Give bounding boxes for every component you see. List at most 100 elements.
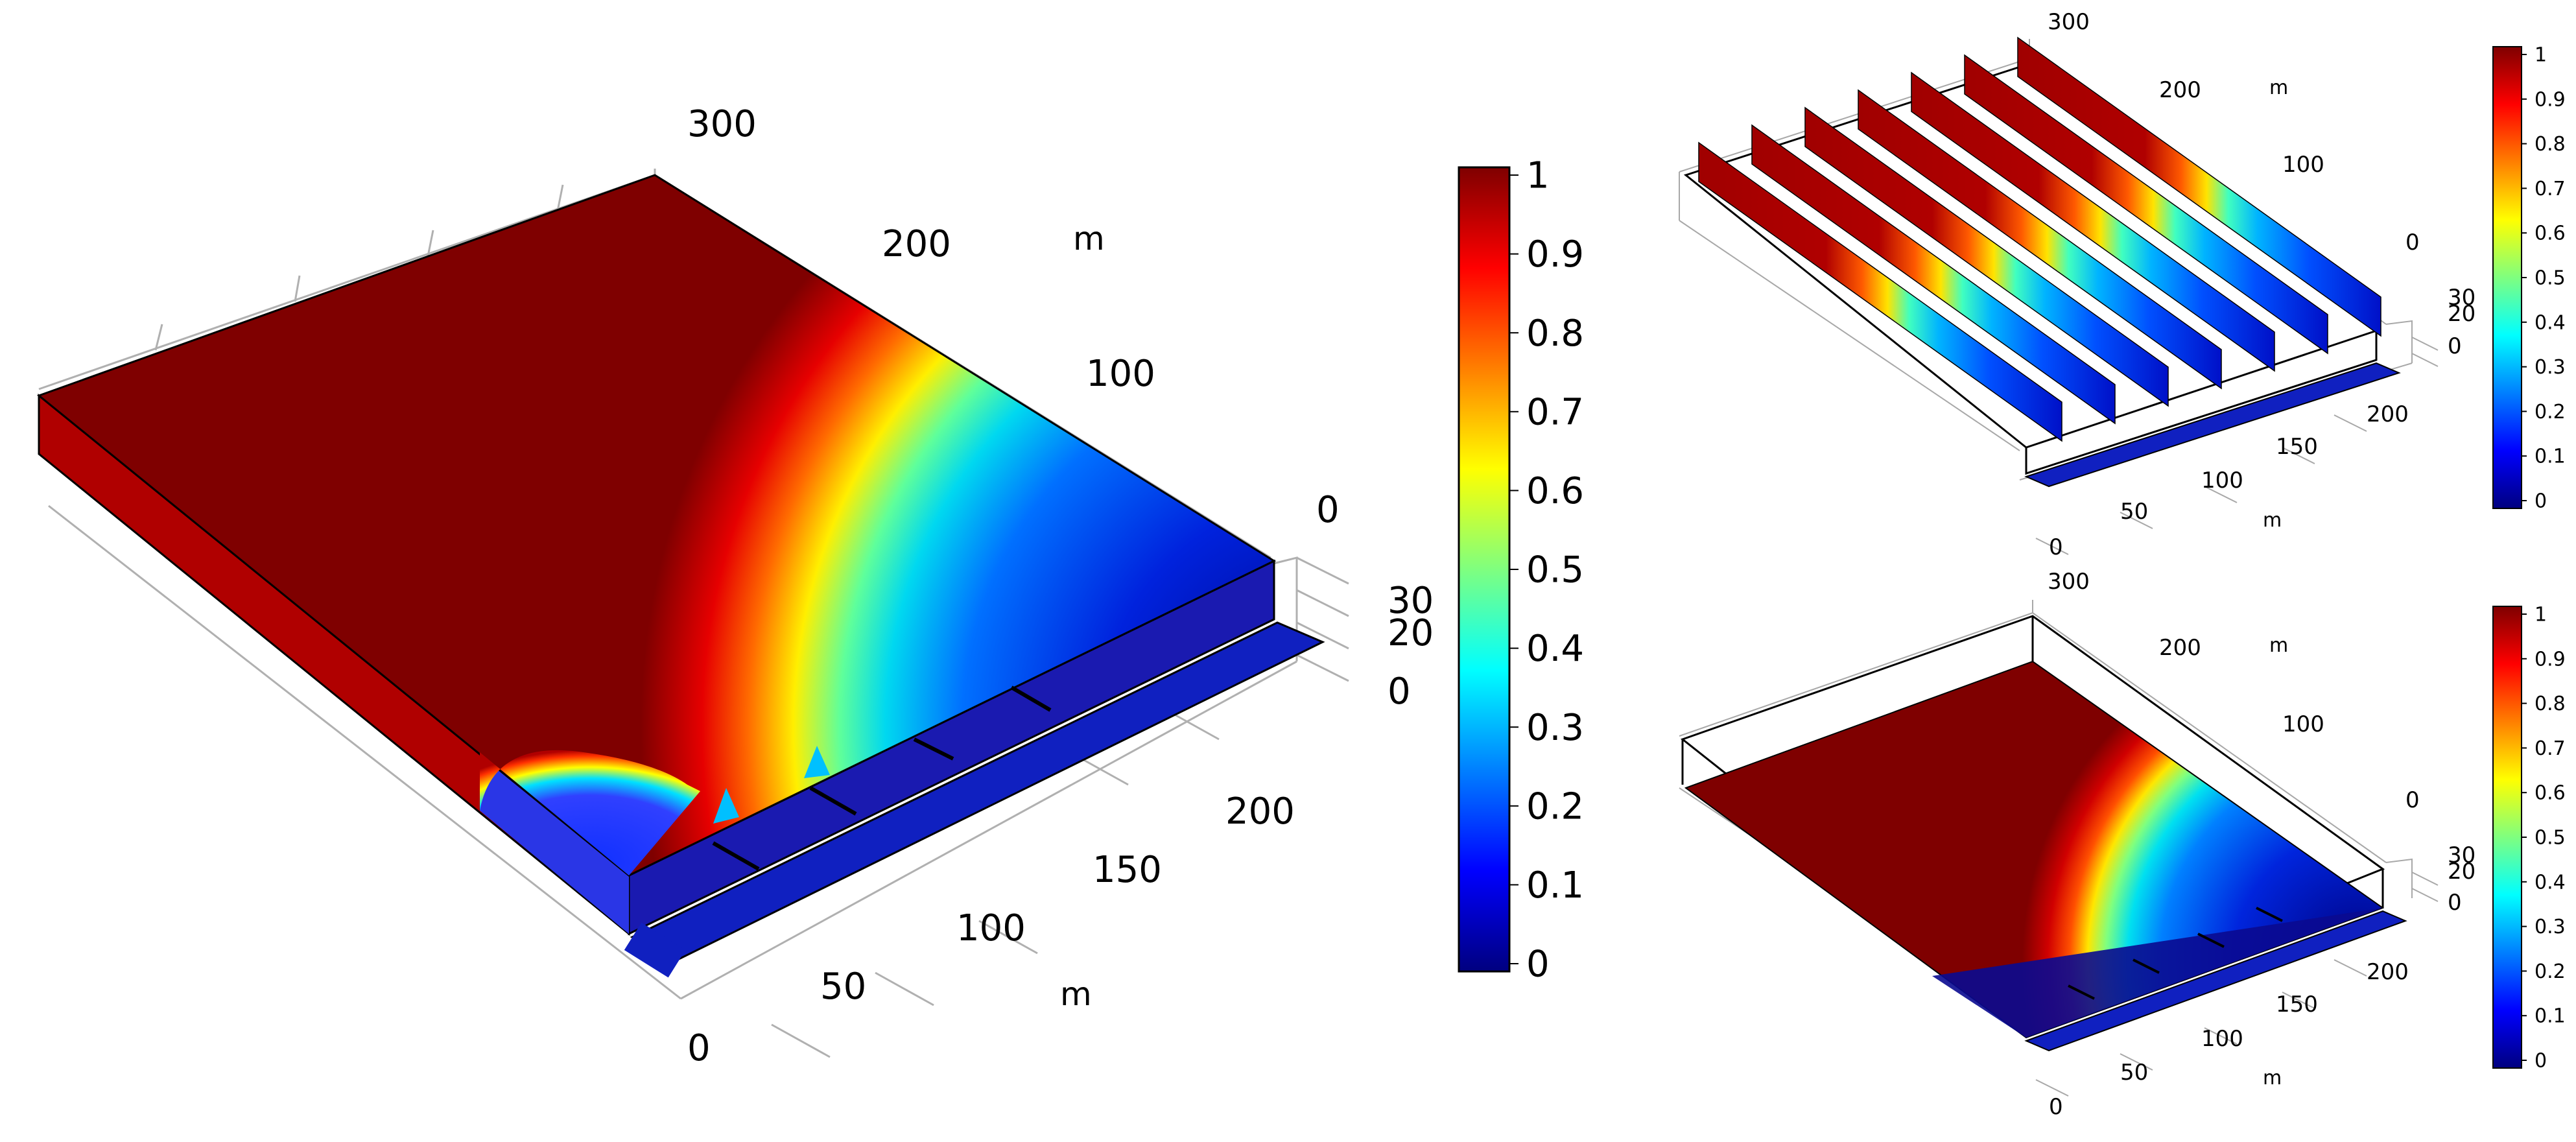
slice-top-tick: 200 [2159, 77, 2201, 103]
slice-colorbar-bar [2492, 46, 2522, 509]
main-top-unit: m [1073, 220, 1105, 257]
surface-bottom-tick: 0 [2049, 1094, 2063, 1120]
colorbar-tick-label: 0.1 [1526, 864, 1584, 907]
main-box-left-blue [480, 752, 629, 934]
slice-plane [2017, 36, 2381, 337]
surface-colorbar-bar [2492, 606, 2522, 1069]
colorbar-tick-label: 0.2 [2535, 401, 2566, 423]
slice-bottom-tick: 0 [2049, 534, 2063, 560]
main-colorbar-bar [1458, 166, 1511, 973]
surface-bottom-tick: 100 [2201, 1026, 2243, 1052]
slice-vertical-tick: 0 [2448, 333, 2462, 359]
slice-plane [1698, 141, 2062, 442]
colorbar-tick-label: 1 [2535, 604, 2547, 626]
surface-colorbar: 1 0.9 0.8 0.7 0.6 0.5 0.4 0.3 0.2 0.1 0 [2492, 604, 2566, 1073]
slice-drain-pipe [2024, 362, 2401, 488]
surface-vertical-tick: 20 [2448, 859, 2476, 885]
main-box-top-face [36, 174, 1277, 877]
slice-top-tick: 100 [2282, 152, 2324, 178]
main-vertical-tick: 0 [1388, 671, 1411, 713]
surface-top-tick: 200 [2159, 635, 2201, 661]
main-vertical-tick: 30 [1388, 580, 1434, 622]
main-colorbar-ticks: 1 0.9 0.8 0.7 0.6 0.5 0.4 0.3 0.2 0.1 0 [1509, 155, 1584, 986]
slice-plot: 300 200 100 0 m 30 20 0 200 150 100 50 0… [1679, 9, 2476, 560]
colorbar-tick-label: 0.1 [2535, 1005, 2566, 1028]
slice-colorbar-ticks: 1 0.9 0.8 0.7 0.6 0.5 0.4 0.3 0.2 0.1 0 [2522, 44, 2566, 513]
slice-bottom-unit: m [2263, 509, 2282, 532]
main-top-tick: 200 [882, 223, 951, 265]
main-plume-bump [480, 750, 700, 875]
colorbar-tick-label: 0.8 [2535, 693, 2566, 715]
surface-drain-pipe [2024, 910, 2407, 1052]
colorbar-tick-label: 0.4 [2535, 311, 2566, 334]
colorbar-tick-label: 0.1 [2535, 446, 2566, 468]
colorbar-tick-label: 0.2 [1526, 785, 1584, 827]
colorbar-tick-label: 0.6 [2535, 782, 2566, 805]
slice-bottom-tick: 50 [2120, 499, 2148, 525]
surface-top-tick: 300 [2048, 569, 2090, 595]
main-colorbar: 1 0.9 0.8 0.7 0.6 0.5 0.4 0.3 0.2 0.1 0 [1458, 155, 1584, 986]
surface-bottom-tick: 200 [2367, 959, 2409, 985]
main-drain-end [624, 922, 686, 978]
colorbar-tick-label: 0.8 [1526, 313, 1584, 355]
main-bottom-tick: 200 [1225, 791, 1295, 833]
colorbar-tick-label: 0.9 [2535, 648, 2566, 671]
slice-top-unit: m [2269, 77, 2288, 99]
surface-top-tick: 100 [2282, 711, 2324, 737]
surface-vertical-tick: 30 [2448, 842, 2476, 868]
colorbar-tick-label: 0.4 [2535, 871, 2566, 894]
slice-plane [1804, 106, 2169, 407]
colorbar-tick-label: 0.3 [2535, 916, 2566, 938]
surface-plot: 300 200 100 0 m 30 20 0 200 150 100 50 0… [1679, 569, 2476, 1120]
colorbar-tick-label: 0.6 [2535, 222, 2566, 245]
main-plot: 300 200 100 0 m 30 20 0 200 150 100 50 0… [36, 103, 1434, 1069]
colorbar-tick-label: 0.8 [2535, 133, 2566, 156]
main-bottom-tick: 0 [687, 1027, 711, 1069]
slice-plane [1751, 124, 2116, 425]
colorbar-tick-label: 0.5 [1526, 549, 1584, 591]
surface-vertical-tick: 0 [2448, 890, 2462, 916]
main-plume-notch [713, 788, 739, 824]
main-top-tick: 0 [1316, 489, 1340, 531]
surface-bottom-tick: 150 [2276, 992, 2318, 1017]
surface-bottom-unit: m [2263, 1067, 2282, 1089]
colorbar-tick-label: 0.2 [2535, 960, 2566, 983]
colorbar-tick-label: 1 [2535, 44, 2547, 67]
colorbar-tick-label: 0 [2535, 1050, 2547, 1073]
main-top-tick: 100 [1086, 353, 1155, 395]
slice-plane [1858, 89, 2222, 390]
surface-wells [2068, 907, 2283, 1000]
colorbar-tick-label: 0.9 [1526, 233, 1584, 276]
slice-plane [1964, 54, 2328, 355]
surface-colorbar-ticks: 1 0.9 0.8 0.7 0.6 0.5 0.4 0.3 0.2 0.1 0 [2522, 604, 2566, 1073]
surface-bottom-tick: 50 [2120, 1060, 2148, 1086]
colorbar-tick-label: 0.5 [2535, 267, 2566, 290]
colorbar-tick-label: 1 [1526, 155, 1550, 197]
colorbar-tick-label: 0.4 [1526, 628, 1584, 670]
surface-top-tick: 0 [2405, 787, 2420, 813]
colorbar-tick-label: 0.7 [1526, 391, 1584, 433]
colorbar-tick-label: 0.5 [2535, 827, 2566, 850]
colorbar-tick-label: 0 [1526, 944, 1550, 986]
slice-bottom-tick: 200 [2367, 401, 2409, 427]
slice-planes [1698, 36, 2381, 442]
main-bottom-tick: 100 [956, 907, 1026, 949]
slice-colorbar: 1 0.9 0.8 0.7 0.6 0.5 0.4 0.3 0.2 0.1 0 [2492, 44, 2566, 513]
main-bottom-tick: 150 [1093, 849, 1162, 891]
colorbar-tick-label: 0 [2535, 490, 2547, 513]
colorbar-tick-label: 0.7 [2535, 737, 2566, 760]
colorbar-tick-label: 0.6 [1526, 470, 1584, 512]
main-bottom-unit: m [1060, 975, 1092, 1013]
slice-plane [1911, 71, 2275, 372]
colorbar-tick-label: 0.3 [1526, 707, 1584, 749]
main-top-tick: 300 [687, 103, 757, 145]
slice-top-tick: 0 [2405, 230, 2420, 256]
colorbar-tick-label: 0.3 [2535, 356, 2566, 379]
slice-vertical-tick: 30 [2448, 285, 2476, 311]
main-wells [712, 685, 1052, 871]
main-bottom-tick: 50 [820, 966, 866, 1008]
slice-vertical-tick: 20 [2448, 301, 2476, 327]
main-vertical-tick: 20 [1388, 612, 1434, 654]
main-plume-notch [804, 746, 830, 778]
colorbar-tick-label: 0.9 [2535, 88, 2566, 111]
